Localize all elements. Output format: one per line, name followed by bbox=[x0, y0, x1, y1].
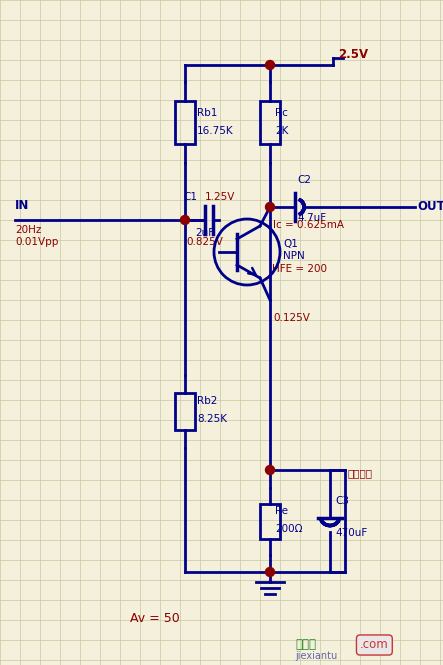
Circle shape bbox=[265, 203, 275, 211]
Text: 8.25K: 8.25K bbox=[197, 414, 227, 424]
Text: Av = 50: Av = 50 bbox=[130, 612, 180, 624]
Text: jiexiantu: jiexiantu bbox=[295, 651, 337, 661]
Text: Q1: Q1 bbox=[283, 239, 298, 249]
Text: 16.75K: 16.75K bbox=[197, 126, 233, 136]
Text: 2uF: 2uF bbox=[195, 228, 214, 238]
Text: 2.5V: 2.5V bbox=[338, 49, 368, 61]
Text: 接线图: 接线图 bbox=[295, 638, 316, 652]
Text: C1: C1 bbox=[183, 192, 197, 202]
Text: Rc: Rc bbox=[275, 108, 288, 118]
Text: 2K: 2K bbox=[275, 126, 288, 136]
Text: 470uF: 470uF bbox=[335, 527, 367, 537]
Text: HFE = 200: HFE = 200 bbox=[272, 264, 327, 274]
Text: C3: C3 bbox=[335, 495, 349, 505]
Bar bbox=[175, 392, 195, 430]
Circle shape bbox=[265, 61, 275, 70]
Circle shape bbox=[265, 567, 275, 577]
Bar bbox=[175, 102, 195, 144]
Text: 0.825V: 0.825V bbox=[186, 237, 223, 247]
Text: Rb2: Rb2 bbox=[197, 396, 218, 406]
Circle shape bbox=[180, 215, 190, 225]
Text: .com: .com bbox=[360, 638, 389, 652]
Text: 1.25V: 1.25V bbox=[205, 192, 235, 202]
Text: Rb1: Rb1 bbox=[197, 108, 218, 118]
Text: 20Hz: 20Hz bbox=[15, 225, 41, 235]
Text: 0.01Vpp: 0.01Vpp bbox=[15, 237, 58, 247]
Text: 旁路电容: 旁路电容 bbox=[348, 468, 373, 478]
Bar bbox=[260, 504, 280, 539]
Circle shape bbox=[265, 465, 275, 475]
Text: OUT: OUT bbox=[417, 201, 443, 213]
Text: Re: Re bbox=[275, 507, 288, 517]
Text: 200Ω: 200Ω bbox=[275, 525, 303, 535]
Bar bbox=[260, 102, 280, 144]
Text: NPN: NPN bbox=[283, 251, 305, 261]
Text: C2: C2 bbox=[297, 175, 311, 185]
Text: Ic = 0.625mA: Ic = 0.625mA bbox=[273, 220, 344, 230]
Text: 0.125V: 0.125V bbox=[273, 313, 310, 323]
Text: IN: IN bbox=[15, 199, 29, 212]
Text: 4.7uF: 4.7uF bbox=[297, 213, 326, 223]
